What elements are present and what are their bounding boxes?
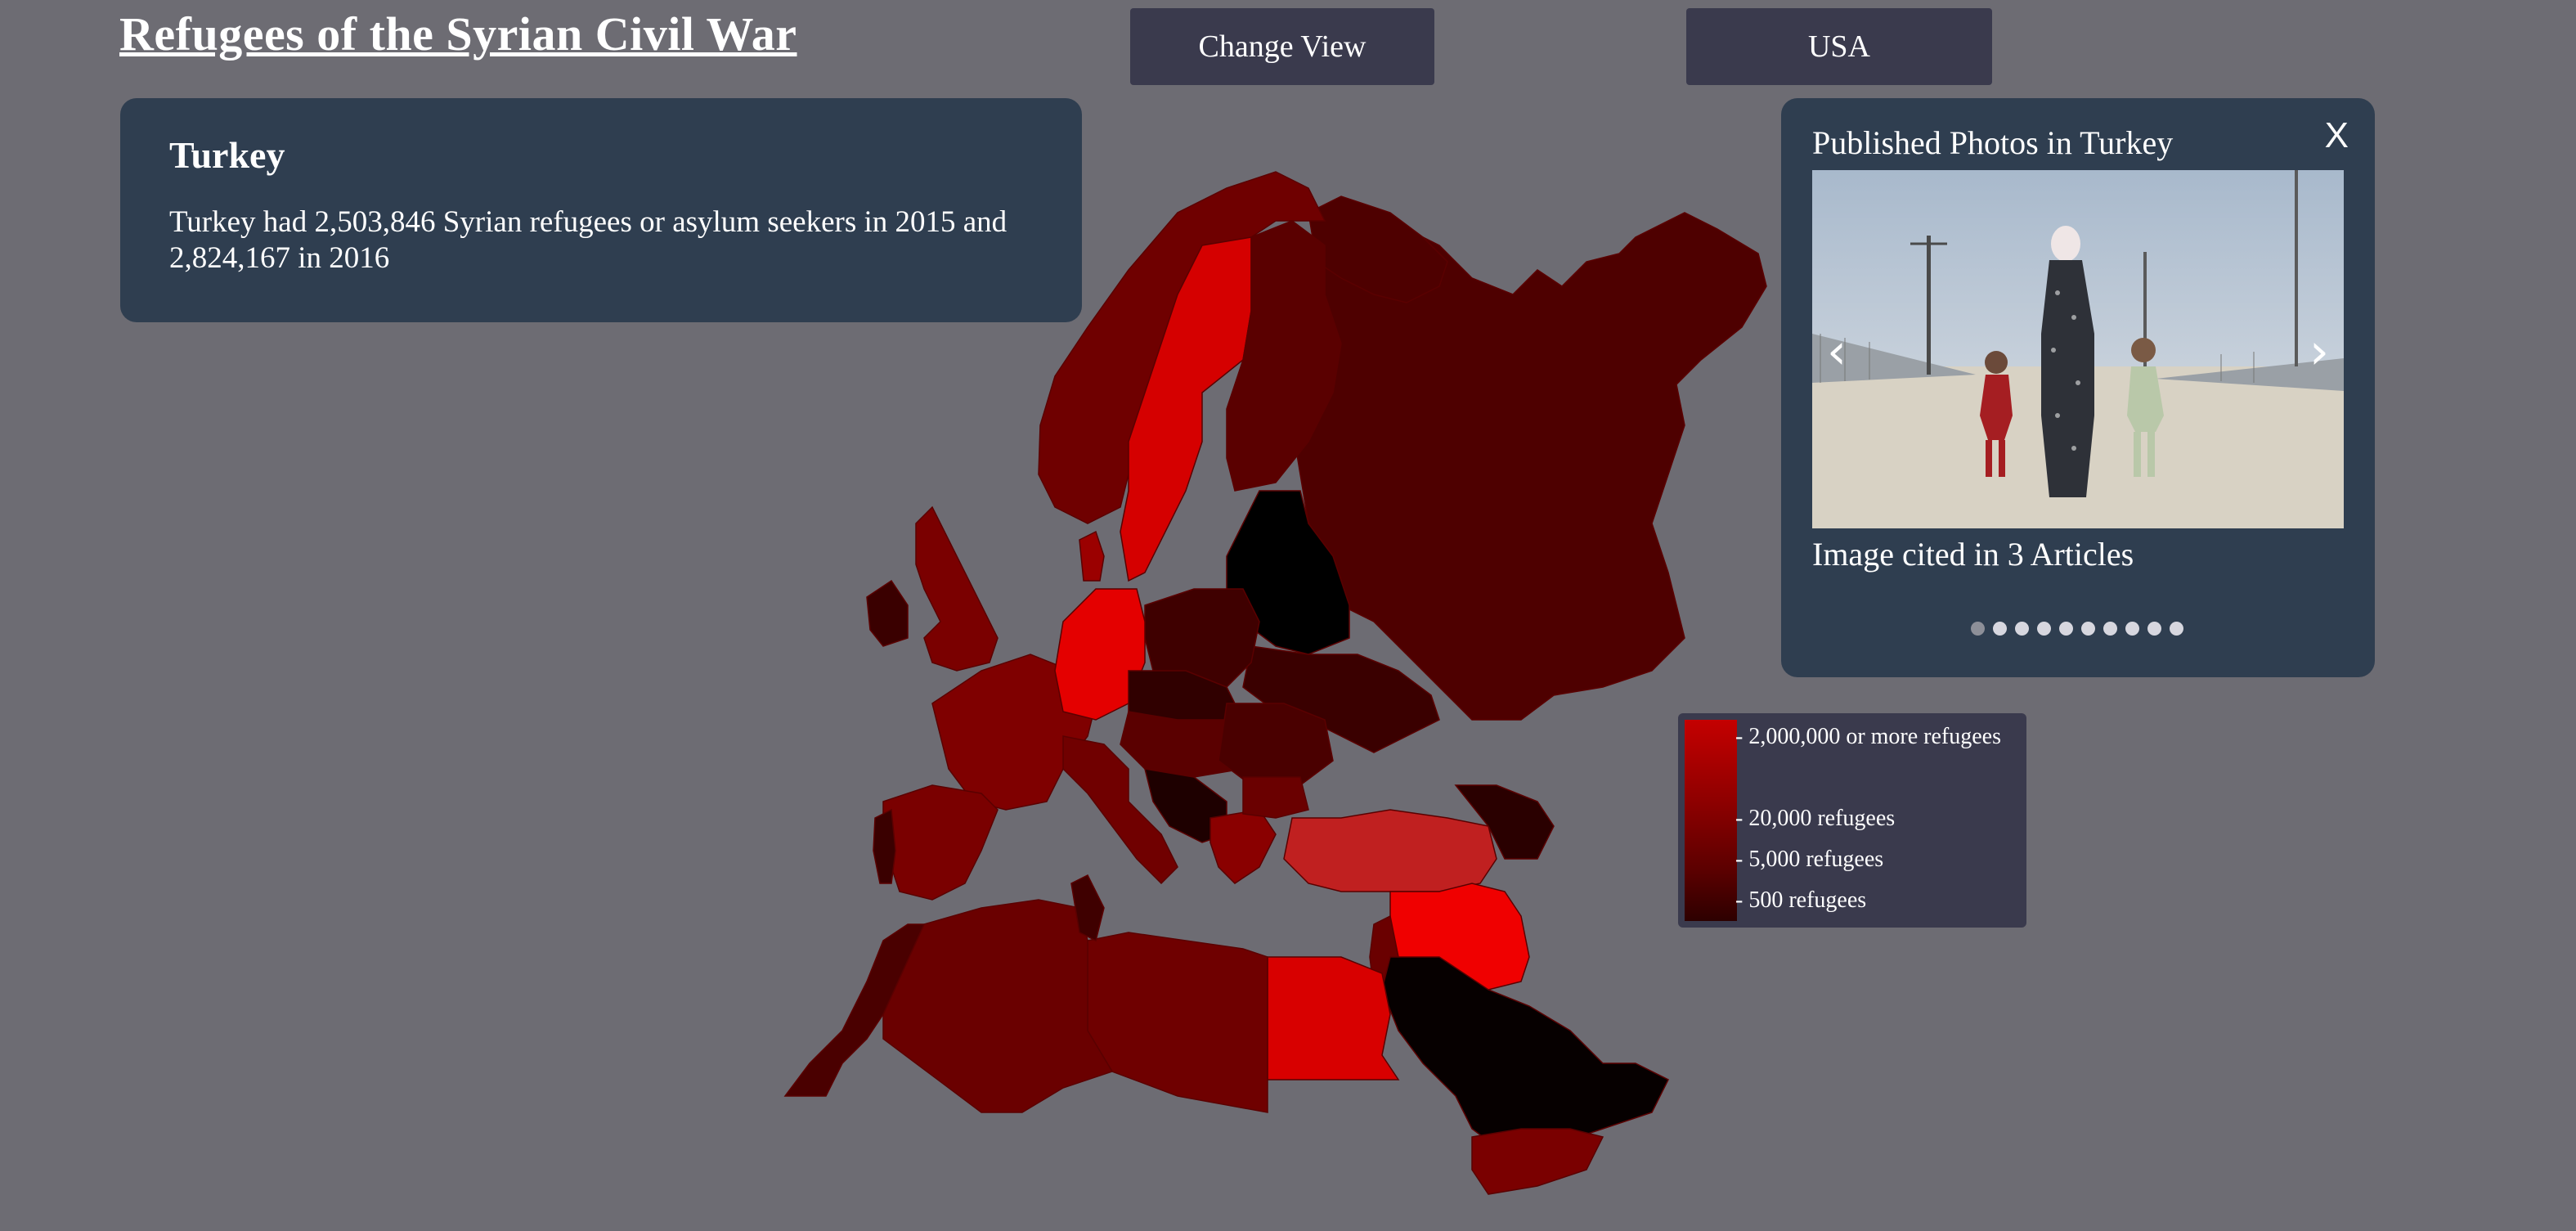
photo-dot[interactable] — [2059, 622, 2073, 636]
photo-dot[interactable] — [2081, 622, 2095, 636]
country-morocco[interactable] — [783, 923, 926, 1097]
photo-dot[interactable] — [1971, 622, 1985, 636]
country-turkey[interactable] — [1283, 809, 1497, 892]
country-poland[interactable] — [1144, 588, 1260, 688]
country-tunisia[interactable] — [1070, 874, 1105, 942]
photo-next-icon[interactable]: › — [2309, 323, 2329, 380]
legend-color-scale — [1685, 720, 1737, 921]
country-russia-north[interactable] — [1308, 195, 1448, 303]
country-ireland[interactable] — [866, 579, 909, 647]
country-finland[interactable] — [1226, 220, 1342, 492]
country-libya[interactable] — [1087, 932, 1268, 1113]
photo-dot[interactable] — [2170, 622, 2183, 636]
photo-panel-title: Published Photos in Turkey — [1812, 124, 2174, 161]
legend-label-5000: - 5,000 refugees — [1735, 847, 1884, 872]
country-greece[interactable] — [1209, 809, 1277, 884]
photo-prev-icon[interactable]: ‹ — [1827, 323, 1847, 380]
photo-dot[interactable] — [2015, 622, 2029, 636]
country-portugal[interactable] — [873, 808, 896, 884]
photo-panel: Published Photos in Turkey X — [1781, 98, 2375, 677]
usa-button[interactable]: USA — [1686, 8, 1992, 85]
change-view-button[interactable]: Change View — [1130, 8, 1434, 85]
published-photo: ‹ › — [1812, 170, 2344, 528]
country-info-panel: Turkey Turkey had 2,503,846 Syrian refug… — [120, 98, 1082, 322]
legend-label-20000: - 20,000 refugees — [1735, 806, 1896, 831]
photo-dot[interactable] — [2103, 622, 2117, 636]
country-name: Turkey — [169, 134, 285, 176]
country-denmark[interactable] — [1079, 530, 1105, 582]
close-icon[interactable]: X — [2324, 115, 2349, 155]
country-algeria[interactable] — [882, 899, 1114, 1113]
country-yemen[interactable] — [1471, 1128, 1604, 1195]
country-egypt[interactable] — [1267, 956, 1400, 1080]
page-title: Refugees of the Syrian Civil War — [119, 7, 797, 61]
photo-caption: Image cited in 3 Articles — [1812, 536, 2134, 573]
country-bulgaria[interactable] — [1242, 776, 1309, 819]
map-legend: - 2,000,000 or more refugees - 20,000 re… — [1678, 713, 2026, 928]
photo-dot[interactable] — [2147, 622, 2161, 636]
country-uk[interactable] — [915, 505, 999, 672]
legend-label-500: - 500 refugees — [1735, 887, 1867, 913]
country-description: Turkey had 2,503,846 Syrian refugees or … — [169, 205, 1008, 275]
photo-dot[interactable] — [1993, 622, 2007, 636]
photo-dot[interactable] — [2125, 622, 2139, 636]
country-saudi-arabia[interactable] — [1381, 956, 1670, 1154]
photo-pagination — [1971, 622, 2183, 636]
country-spain[interactable] — [882, 784, 999, 901]
photo-dot[interactable] — [2037, 622, 2051, 636]
legend-label-high: - 2,000,000 or more refugees — [1735, 724, 2002, 749]
country-caucasus[interactable] — [1454, 784, 1555, 860]
country-italy[interactable] — [1062, 735, 1178, 885]
country-romania[interactable] — [1218, 703, 1334, 786]
